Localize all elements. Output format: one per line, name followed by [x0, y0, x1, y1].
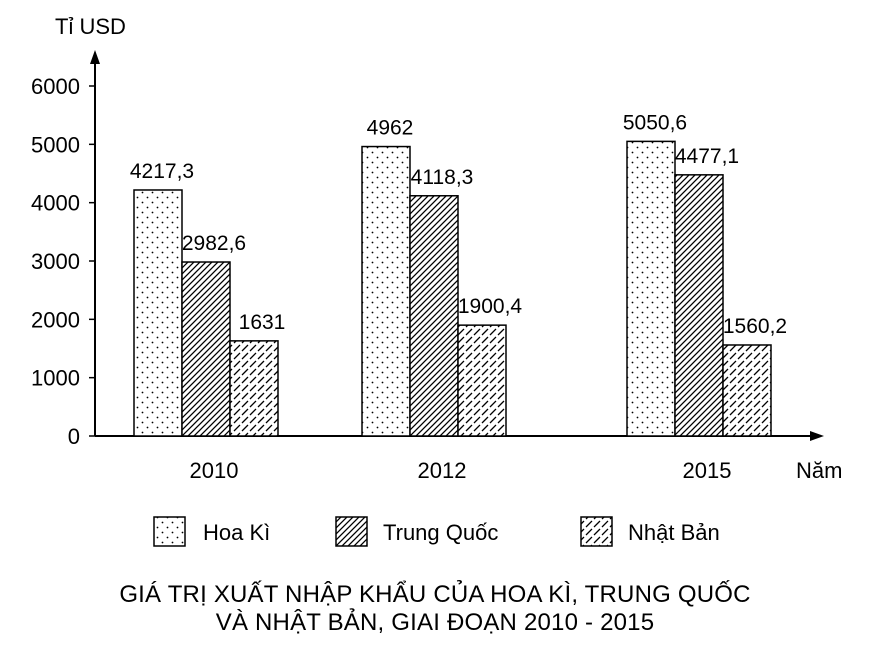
bar — [229, 340, 279, 437]
data-label: 4477,1 — [675, 145, 739, 168]
data-label: 1560,2 — [723, 315, 787, 338]
data-label: 1631 — [239, 311, 286, 334]
bar-chart: 0 1000 2000 3000 4000 5000 6000 Tỉ USD Năm 2010 20… — [31, 14, 842, 547]
chart-title-line-1: GIÁ TRỊ XUẤT NHẬP KHẨU CỦA HOA KÌ, TRUNG… — [119, 581, 751, 608]
legend-entry: Hoa Kì — [203, 520, 270, 545]
bar — [361, 145, 411, 437]
chart-title-line-2: VÀ NHẬT BẢN, GIAI ĐOẠN 2010 - 2015 — [215, 609, 655, 636]
y-tick-label: 6000 — [31, 74, 80, 99]
legend-swatch — [580, 516, 613, 547]
data-label: 4962 — [367, 117, 414, 140]
y-axis-arrow-icon — [90, 50, 100, 64]
x-axis-label: Năm — [796, 458, 842, 483]
legend-swatch — [335, 516, 368, 547]
legend-swatch — [153, 516, 186, 547]
data-label: 1900,4 — [458, 295, 523, 318]
bar — [133, 189, 183, 437]
y-tick-label: 0 — [68, 424, 80, 449]
bar — [181, 261, 231, 437]
x-tick-label: 2012 — [418, 458, 467, 483]
x-axis-arrow-icon — [810, 431, 824, 441]
x-tick-label: 2015 — [683, 458, 732, 483]
bar — [457, 324, 507, 437]
bar — [409, 195, 459, 437]
data-label: 2982,6 — [182, 232, 246, 255]
bar — [626, 140, 676, 437]
bar — [722, 344, 772, 437]
y-tick-label: 4000 — [31, 191, 80, 216]
x-tick-label: 2010 — [190, 458, 239, 483]
y-tick-label: 1000 — [31, 366, 80, 391]
data-label: 4118,3 — [411, 166, 474, 189]
bar — [674, 174, 724, 437]
legend-entry: Trung Quốc — [383, 520, 498, 545]
data-label: 5050,6 — [623, 111, 687, 134]
legend-entry: Nhật Bản — [628, 520, 720, 545]
y-axis-label: Tỉ USD — [55, 14, 126, 39]
y-tick-label: 5000 — [31, 132, 80, 157]
y-tick-label: 2000 — [31, 307, 80, 332]
data-label: 4217,3 — [130, 160, 194, 183]
y-tick-label: 3000 — [31, 249, 80, 274]
